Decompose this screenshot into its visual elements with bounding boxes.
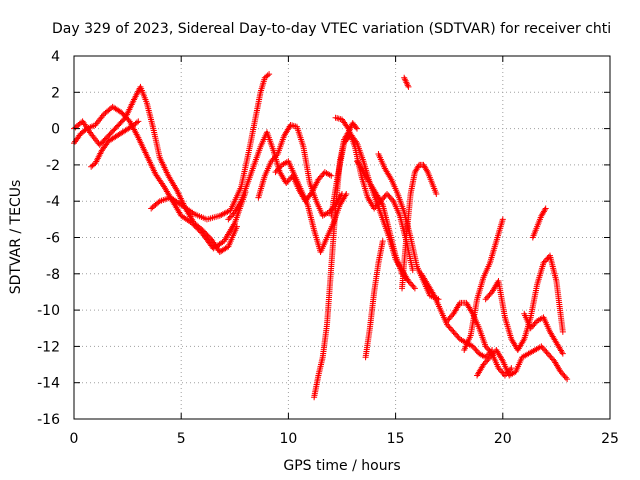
series-markers <box>529 205 549 241</box>
series-arc-s <box>474 343 571 383</box>
series-arc-o <box>401 74 412 90</box>
x-tick-label: 20 <box>494 431 512 447</box>
y-tick-label: 4 <box>51 49 60 65</box>
series-markers <box>88 118 142 170</box>
series-markers <box>71 103 249 252</box>
y-tick-label: -8 <box>46 267 60 283</box>
x-tick-label: 15 <box>387 431 405 447</box>
series-markers <box>311 120 361 401</box>
y-tick-label: -6 <box>46 231 60 247</box>
series-arc-r <box>461 216 506 354</box>
series-arc-c <box>88 118 142 170</box>
series-markers <box>362 238 386 361</box>
series-arc-l <box>362 238 386 361</box>
series-markers <box>148 71 273 223</box>
series-markers <box>474 343 571 383</box>
series-arc-v <box>521 310 566 357</box>
series-markers <box>521 310 566 357</box>
series-arc-d <box>148 71 273 223</box>
series-arc-h <box>311 120 361 401</box>
y-tick-label: -4 <box>46 194 60 210</box>
x-tick-label: 5 <box>177 431 186 447</box>
y-tick-label: -2 <box>46 158 60 174</box>
y-tick-label: -10 <box>37 303 60 319</box>
grid-lines <box>74 56 610 419</box>
y-tick-label: 2 <box>51 85 60 101</box>
x-tick-label: 25 <box>601 431 619 447</box>
y-tick-label: 0 <box>51 122 60 138</box>
x-tick-label: 0 <box>70 431 79 447</box>
series-arc-a <box>71 103 249 252</box>
series-markers <box>401 74 412 90</box>
x-axis-label: GPS time / hours <box>283 458 400 474</box>
y-axis-label: SDTVAR / TECUs <box>8 180 24 295</box>
y-tick-label: -16 <box>37 412 60 428</box>
series-markers <box>444 299 515 379</box>
chart-title: Day 329 of 2023, Sidereal Day-to-day VTE… <box>52 21 611 37</box>
x-tick-label: 10 <box>279 431 297 447</box>
axis-ticks: 0 5 10 15 20 25 -16 -14 -12 -10 -8 -6 -4 -2 0 2 4 <box>37 49 619 447</box>
series-arc-n <box>399 161 440 292</box>
series-arc-q <box>444 299 515 379</box>
y-tick-label: -14 <box>37 376 60 392</box>
data-markers <box>71 71 571 401</box>
y-tick-label: -12 <box>37 339 60 355</box>
series-markers <box>399 161 440 292</box>
series-arc-u <box>529 205 549 241</box>
series-markers <box>461 216 506 354</box>
